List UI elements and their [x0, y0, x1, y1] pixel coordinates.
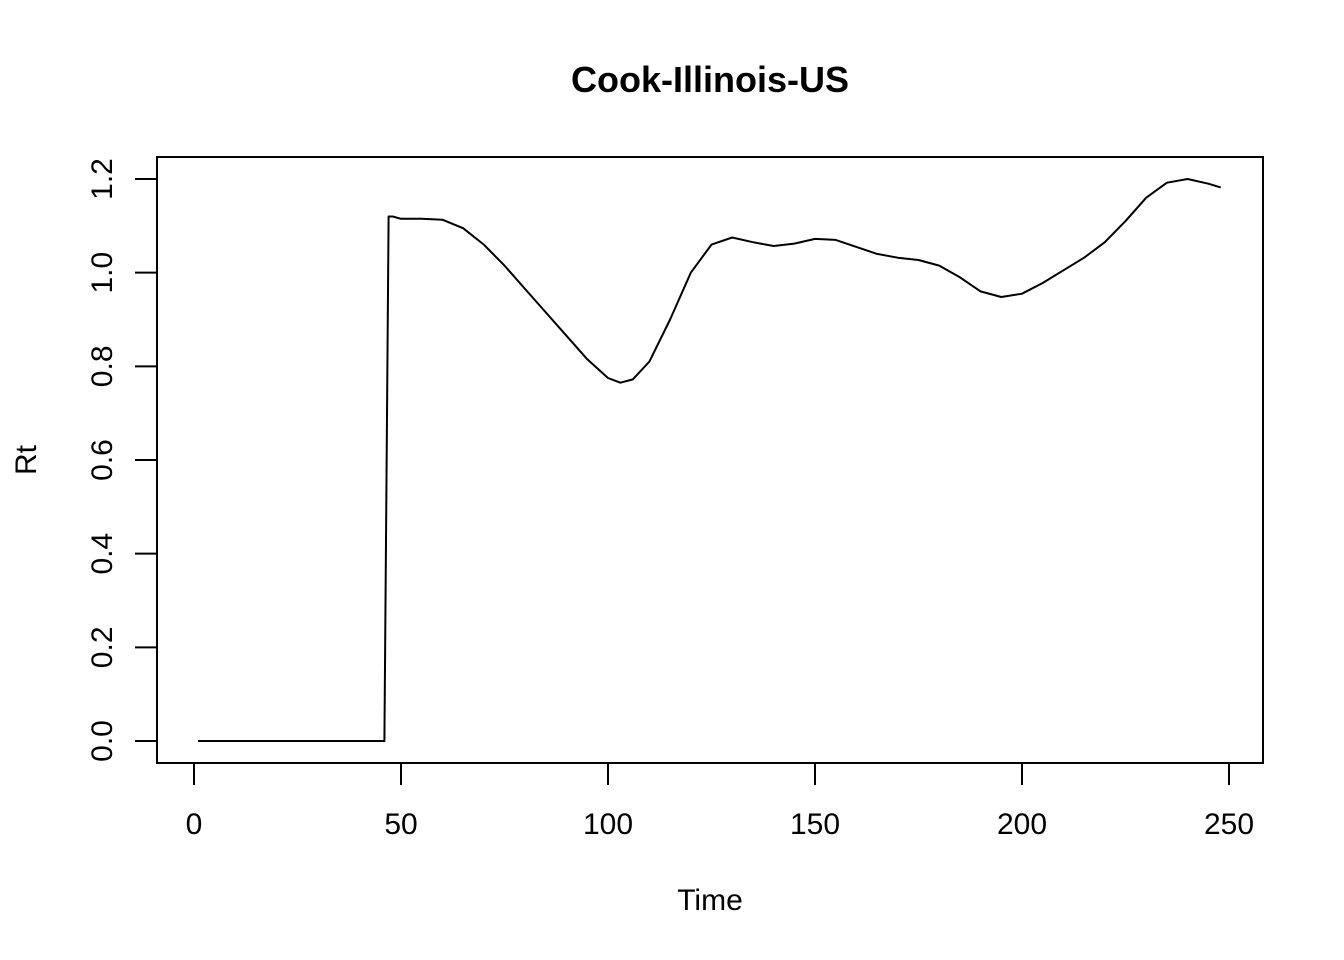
x-tick-label: 250 — [1204, 808, 1254, 841]
y-tick-label: 1.0 — [86, 252, 119, 294]
x-axis-label: Time — [677, 884, 743, 917]
x-tick-label: 100 — [583, 808, 633, 841]
y-tick-label: 0.4 — [86, 533, 119, 575]
x-tick-label: 50 — [384, 808, 417, 841]
series-layer — [198, 178, 1221, 742]
x-tick-label: 150 — [790, 808, 840, 841]
y-tick-label: 0.0 — [86, 720, 119, 762]
x-tick-label: 0 — [186, 808, 203, 841]
x-axis: 0 50 100 150 200 250 — [186, 762, 1254, 841]
y-tick-label: 0.6 — [86, 439, 119, 481]
y-axis: 0.0 0.2 0.4 0.6 0.8 1.0 1.2 — [86, 158, 158, 762]
series-line — [198, 178, 1221, 742]
y-tick-label: 0.8 — [86, 345, 119, 387]
y-axis-label: Rt — [10, 444, 43, 475]
y-tick-label: 1.2 — [86, 158, 119, 200]
x-tick-label: 200 — [997, 808, 1047, 841]
y-tick-label: 0.2 — [86, 626, 119, 668]
chart-title: Cook-Illinois-US — [571, 59, 849, 100]
